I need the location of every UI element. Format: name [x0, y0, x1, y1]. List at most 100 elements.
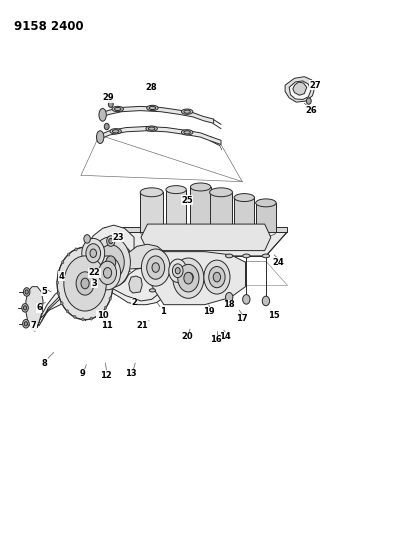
- Circle shape: [90, 317, 92, 320]
- Text: 27: 27: [309, 80, 321, 90]
- Circle shape: [57, 292, 60, 295]
- Circle shape: [109, 265, 111, 269]
- Circle shape: [226, 293, 233, 302]
- Ellipse shape: [148, 127, 155, 130]
- Circle shape: [141, 249, 170, 286]
- Ellipse shape: [140, 188, 163, 197]
- Circle shape: [104, 123, 109, 130]
- Circle shape: [111, 287, 114, 290]
- Text: 4: 4: [59, 271, 65, 280]
- Circle shape: [213, 272, 221, 282]
- Text: 22: 22: [89, 268, 100, 277]
- Polygon shape: [140, 192, 163, 232]
- Circle shape: [64, 256, 106, 311]
- Circle shape: [84, 235, 90, 243]
- Ellipse shape: [234, 228, 254, 236]
- Circle shape: [109, 297, 111, 300]
- Polygon shape: [234, 198, 254, 232]
- Circle shape: [91, 247, 94, 251]
- Text: 14: 14: [219, 332, 231, 341]
- Circle shape: [175, 268, 180, 274]
- Circle shape: [22, 304, 28, 312]
- Ellipse shape: [210, 188, 233, 197]
- Polygon shape: [129, 276, 142, 293]
- Circle shape: [61, 302, 63, 305]
- Ellipse shape: [262, 254, 270, 258]
- Text: 9158 2400: 9158 2400: [14, 20, 83, 33]
- Circle shape: [67, 253, 70, 256]
- Circle shape: [23, 288, 30, 296]
- Text: 13: 13: [125, 369, 137, 378]
- Text: 17: 17: [236, 314, 247, 323]
- Text: 12: 12: [99, 370, 111, 379]
- Polygon shape: [104, 227, 287, 232]
- Circle shape: [109, 238, 113, 244]
- Polygon shape: [37, 232, 174, 327]
- Circle shape: [209, 266, 225, 288]
- Circle shape: [109, 101, 113, 108]
- Ellipse shape: [184, 110, 190, 114]
- Ellipse shape: [166, 185, 186, 193]
- Circle shape: [58, 270, 60, 273]
- Text: 28: 28: [146, 83, 157, 92]
- Ellipse shape: [181, 109, 193, 114]
- Text: 23: 23: [112, 233, 124, 242]
- Circle shape: [81, 278, 89, 289]
- Ellipse shape: [256, 199, 276, 207]
- Circle shape: [97, 245, 124, 280]
- Polygon shape: [285, 77, 315, 102]
- Circle shape: [86, 244, 101, 263]
- Text: 18: 18: [223, 300, 235, 309]
- Text: 11: 11: [101, 321, 113, 330]
- Circle shape: [76, 272, 94, 295]
- Circle shape: [107, 236, 115, 246]
- Text: 7: 7: [30, 321, 36, 330]
- Ellipse shape: [110, 128, 121, 134]
- Text: 9: 9: [79, 369, 85, 378]
- Circle shape: [23, 306, 27, 310]
- Polygon shape: [26, 287, 43, 331]
- Circle shape: [91, 237, 130, 288]
- Text: 21: 21: [136, 321, 148, 330]
- Circle shape: [184, 269, 196, 285]
- Circle shape: [306, 98, 311, 104]
- Circle shape: [98, 313, 100, 316]
- Circle shape: [66, 310, 69, 313]
- Text: 5: 5: [42, 287, 47, 296]
- Polygon shape: [190, 187, 211, 232]
- Polygon shape: [293, 82, 307, 95]
- Circle shape: [99, 261, 116, 285]
- Ellipse shape: [226, 254, 233, 258]
- Ellipse shape: [115, 108, 121, 111]
- Text: 2: 2: [131, 298, 137, 307]
- Circle shape: [57, 247, 113, 319]
- Ellipse shape: [234, 193, 254, 201]
- Circle shape: [147, 256, 165, 279]
- Polygon shape: [166, 190, 186, 232]
- Circle shape: [178, 264, 199, 292]
- Ellipse shape: [140, 228, 163, 237]
- Ellipse shape: [184, 131, 190, 134]
- Polygon shape: [39, 225, 164, 326]
- Ellipse shape: [112, 107, 123, 112]
- Polygon shape: [289, 81, 311, 100]
- Circle shape: [56, 281, 59, 284]
- Circle shape: [74, 316, 76, 319]
- Polygon shape: [102, 107, 214, 123]
- Circle shape: [62, 261, 64, 264]
- Text: 25: 25: [181, 196, 193, 205]
- Text: 10: 10: [97, 311, 109, 320]
- Ellipse shape: [113, 130, 119, 133]
- Ellipse shape: [190, 228, 211, 236]
- Circle shape: [104, 306, 107, 309]
- Ellipse shape: [190, 183, 211, 191]
- Circle shape: [90, 249, 97, 257]
- Text: 20: 20: [181, 332, 193, 341]
- Ellipse shape: [242, 254, 250, 258]
- Circle shape: [82, 238, 105, 268]
- Circle shape: [204, 260, 230, 294]
- Polygon shape: [210, 192, 233, 232]
- Circle shape: [184, 272, 193, 284]
- Ellipse shape: [97, 131, 104, 143]
- Circle shape: [173, 258, 204, 298]
